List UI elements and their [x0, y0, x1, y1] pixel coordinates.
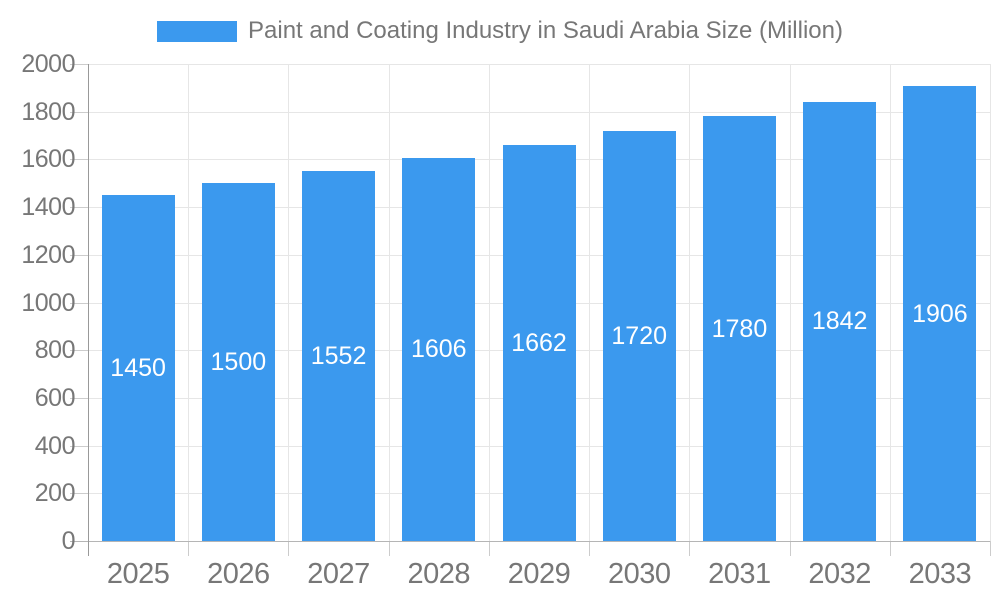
y-axis-tick: [70, 397, 88, 399]
gridline-vertical: [488, 64, 490, 541]
gridline-horizontal: [88, 64, 990, 65]
bar-value-label: 1720: [611, 321, 668, 350]
bar-value-label: 1842: [811, 307, 868, 336]
y-axis-label: 0: [61, 527, 76, 555]
x-axis-tick: [388, 541, 390, 556]
gridline-vertical: [388, 64, 390, 541]
bar[interactable]: [602, 130, 676, 541]
x-axis-tick: [689, 541, 691, 556]
x-axis-tick: [288, 541, 290, 556]
y-axis-tick: [70, 207, 88, 209]
plot-area: 1450 1500 1552 1606 1662 1720 1780 1842 1906 0 200…: [21, 51, 991, 589]
y-axis-tick: [70, 159, 88, 161]
chart-legend[interactable]: Paint and Coating Industry in Saudi Arab…: [0, 17, 1000, 45]
gridline-horizontal: [88, 111, 990, 113]
bar[interactable]: [702, 116, 776, 541]
x-axis-tick: [789, 541, 791, 556]
bar[interactable]: [402, 157, 476, 541]
bar-value-label: 1450: [110, 354, 166, 383]
x-axis-label: 2026: [207, 558, 270, 590]
x-axis-tick: [589, 541, 591, 556]
bar-value-label: 1606: [410, 335, 467, 364]
bar-value-label: 1780: [711, 314, 768, 343]
y-axis-label: 1600: [21, 145, 75, 174]
x-axis-label: 2029: [507, 558, 571, 590]
x-axis-label: 2030: [607, 558, 671, 590]
y-axis-tick: [70, 445, 88, 447]
bar-value-label: 1500: [210, 348, 267, 377]
y-axis-tick: [70, 302, 88, 304]
y-axis-tick: [70, 493, 88, 495]
gridline-vertical: [889, 64, 891, 541]
gridline-vertical: [188, 64, 190, 541]
bar-value-label: 1906: [912, 299, 968, 328]
y-axis-label: 1000: [21, 288, 75, 317]
gridline-vertical: [789, 64, 791, 541]
x-axis-label: 2031: [708, 558, 771, 590]
x-axis-tick: [990, 541, 991, 556]
gridline-vertical: [288, 64, 290, 541]
gridline-vertical: [689, 64, 691, 541]
y-axis-label: 800: [34, 336, 76, 365]
bar[interactable]: [803, 101, 877, 541]
x-axis-tick: [188, 541, 190, 556]
x-axis-tick: [889, 541, 891, 556]
x-axis-label: 2025: [106, 558, 170, 590]
y-axis-label: 1400: [21, 193, 75, 222]
y-axis-tick: [70, 350, 88, 352]
legend-swatch: [157, 20, 237, 42]
bar[interactable]: [502, 144, 576, 541]
bar[interactable]: [903, 86, 977, 541]
y-axis-tick: [70, 254, 88, 256]
y-axis-label: 600: [34, 383, 76, 412]
y-axis-label: 1800: [21, 97, 75, 126]
y-axis-tick: [70, 64, 88, 65]
y-axis-label: 400: [34, 431, 76, 460]
bar[interactable]: [302, 170, 376, 541]
x-axis-label: 2028: [407, 558, 471, 590]
bar[interactable]: [201, 183, 275, 541]
bar[interactable]: [101, 195, 175, 541]
gridline-vertical: [589, 64, 591, 541]
y-axis-label: 2000: [21, 50, 75, 78]
legend-label: Paint and Coating Industry in Saudi Arab…: [248, 17, 843, 44]
gridline-vertical: [990, 64, 991, 541]
x-axis-tick: [488, 541, 490, 556]
y-axis-tick: [70, 111, 88, 113]
x-axis-line: [70, 541, 990, 542]
bar-value-label: 1662: [511, 328, 567, 357]
bar-value-label: 1552: [310, 341, 367, 370]
x-axis-label: 2027: [307, 558, 370, 590]
y-axis-line: [88, 64, 89, 556]
y-axis-label: 200: [34, 479, 76, 508]
y-axis-label: 1200: [21, 240, 75, 269]
x-axis-label: 2032: [808, 558, 871, 590]
x-axis-label: 2033: [908, 558, 972, 590]
